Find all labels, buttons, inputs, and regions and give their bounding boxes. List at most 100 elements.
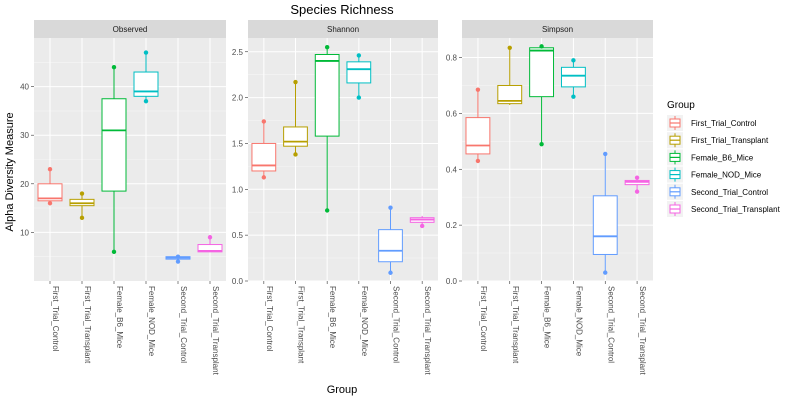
legend-item-female-b6-mice: Female_B6_Mice: [667, 149, 754, 166]
y-tick-label: 30: [20, 131, 29, 140]
x-tick-label: Second_Trial_Transplant: [638, 286, 647, 376]
x-tick-label: First_Trial_Control: [479, 286, 488, 352]
box-body: [465, 117, 491, 155]
y-tick-label: 1.0: [232, 185, 244, 194]
data-point: [571, 94, 576, 99]
y-tick-label: 20: [20, 180, 29, 189]
x-tick-label: First_Trial_Control: [265, 286, 274, 352]
box-second-trial-transplant: [197, 235, 223, 253]
legend-item-female-nod-mice: Female_NOD_Mice: [667, 166, 762, 183]
panel-background: [462, 38, 653, 281]
box-first-trial-control: [251, 119, 277, 180]
box-female-nod-mice: [133, 50, 159, 104]
x-tick-label: First_Trial_Control: [51, 286, 60, 352]
data-point: [356, 53, 362, 58]
y-tick-label: 2.0: [232, 94, 244, 103]
data-point: [634, 189, 640, 194]
box-female-b6-mice: [314, 44, 340, 213]
box-body: [37, 183, 63, 202]
y-axis-label: Alpha Diversity Measure: [4, 112, 16, 231]
data-point: [507, 45, 512, 50]
box-second-trial-transplant: [409, 215, 435, 229]
legend-item-label: Second_Trial_Transplant: [691, 205, 781, 214]
box-body: [529, 47, 555, 98]
x-tick-label: Second_Trial_Control: [179, 286, 188, 363]
legend-item-label: First_Trial_Transplant: [691, 136, 769, 145]
legend-item-label: Female_NOD_Mice: [691, 171, 762, 180]
data-point: [388, 205, 393, 210]
data-point: [111, 64, 117, 70]
box-first-trial-transplant: [497, 45, 523, 106]
x-tick-label: Second_Trial_Control: [606, 286, 615, 363]
data-point: [603, 270, 608, 275]
data-point: [111, 249, 117, 255]
strip-label: Shannon: [327, 25, 359, 34]
data-point: [207, 235, 213, 240]
box-body: [560, 66, 586, 88]
box-body: [378, 229, 403, 263]
box-female-b6-mice: [101, 64, 127, 255]
box-body: [133, 71, 159, 97]
x-tick-label: Second_Trial_Transplant: [423, 286, 432, 376]
legend-item-label: Second_Trial_Control: [691, 188, 768, 197]
y-tick-label: 0.8: [446, 54, 458, 63]
x-tick-label: First_Trial_Transplant: [83, 286, 92, 364]
data-point: [175, 259, 181, 264]
box-body: [346, 61, 372, 84]
chart-title: Species Richness: [290, 2, 394, 17]
box-second-trial-control: [378, 205, 403, 275]
y-tick-label: 0.4: [446, 165, 458, 174]
data-point: [293, 152, 298, 157]
box-second-trial-control: [165, 254, 191, 264]
x-tick-label: Female_NOD_Mice: [574, 286, 583, 357]
x-tick-label: Female_NOD_Mice: [360, 286, 369, 357]
data-point: [79, 191, 85, 196]
data-point: [261, 119, 267, 124]
data-point: [143, 50, 149, 55]
x-axis-label: Group: [327, 384, 358, 396]
x-tick-label: First_Trial_Transplant: [297, 286, 306, 364]
y-tick-label: 10: [20, 228, 29, 237]
data-point: [293, 79, 298, 85]
data-point: [475, 87, 481, 92]
box-female-nod-mice: [560, 58, 586, 99]
box-second-trial-transplant: [624, 175, 650, 194]
box-body: [101, 98, 127, 192]
y-tick-label: 0.2: [446, 221, 458, 230]
data-point: [571, 58, 576, 63]
strip-background: [248, 20, 438, 38]
x-tick-label: First_Trial_Transplant: [511, 286, 520, 364]
strip-background: [34, 20, 226, 38]
legend-item-second-trial-transplant: Second_Trial_Transplant: [667, 201, 781, 217]
legend-item-label: Female_B6_Mice: [691, 153, 754, 162]
box-first-trial-transplant: [283, 79, 308, 157]
data-point: [539, 44, 544, 49]
panel-observed: Observed 10 20 30 40 First_Trial_Control First…: [20, 20, 226, 376]
data-point: [324, 208, 330, 213]
y-tick-label: 40: [20, 83, 29, 92]
data-point: [47, 167, 53, 172]
data-point: [356, 95, 362, 100]
data-point: [388, 270, 393, 275]
y-tick-label: 0.0: [232, 277, 244, 286]
data-point: [475, 158, 481, 164]
strip-background: [462, 20, 653, 38]
box-body: [283, 126, 308, 147]
box-body: [592, 195, 618, 255]
data-point: [539, 141, 544, 147]
x-tick-label: Second_Trial_Transplant: [211, 286, 220, 376]
panel-background: [248, 38, 438, 281]
y-tick-label: 1.5: [232, 139, 244, 148]
panel-shannon: Shannon 0.0 0.5 1.0 1.5 2.0 2.5 First_Trial_Con…: [232, 20, 438, 376]
legend-title: Group: [667, 100, 695, 111]
x-tick-label: Second_Trial_Control: [392, 286, 401, 363]
legend-item-first-trial-transplant: First_Trial_Transplant: [667, 132, 769, 149]
data-point: [47, 201, 53, 206]
x-tick-label: Female_B6_Mice: [115, 286, 124, 349]
box-body: [497, 84, 523, 105]
box-female-b6-mice: [529, 44, 555, 147]
box-body: [197, 244, 223, 253]
facet-panels: Observed 10 20 30 40 First_Trial_Control First…: [20, 20, 653, 376]
data-point: [175, 254, 181, 259]
